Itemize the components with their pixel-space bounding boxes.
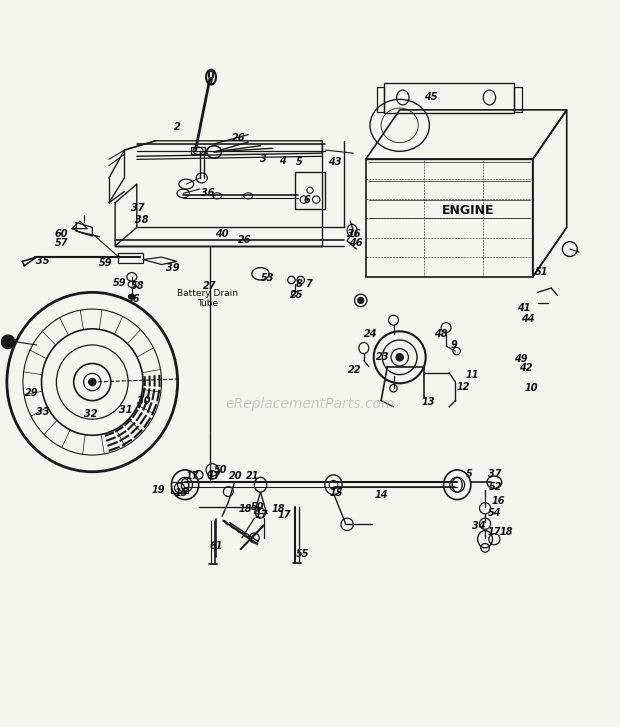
Text: 44: 44 (521, 314, 534, 324)
Bar (118, 253, 143, 262)
Text: 17: 17 (186, 471, 199, 481)
Bar (294, 172, 326, 209)
Text: 5: 5 (296, 158, 303, 167)
Text: 18: 18 (500, 527, 513, 537)
Text: 4: 4 (279, 156, 286, 166)
Text: 34: 34 (472, 521, 485, 531)
Ellipse shape (129, 294, 135, 300)
Text: 17: 17 (255, 510, 268, 520)
Text: 1: 1 (208, 77, 215, 87)
Text: 13: 13 (422, 397, 435, 407)
Text: 18: 18 (271, 504, 285, 514)
Text: 49: 49 (513, 353, 527, 364)
Text: 52: 52 (489, 482, 502, 492)
Text: 21: 21 (246, 471, 260, 481)
Text: 22: 22 (348, 365, 361, 374)
Text: 9: 9 (450, 340, 457, 350)
Text: 8: 8 (296, 279, 302, 289)
Ellipse shape (89, 378, 96, 386)
Text: ENGINE: ENGINE (441, 204, 494, 217)
Text: 19: 19 (152, 486, 165, 495)
Text: 26: 26 (238, 235, 252, 245)
Text: 56: 56 (127, 294, 141, 304)
Text: 46: 46 (349, 238, 363, 248)
Text: 6: 6 (304, 195, 310, 204)
Text: 51: 51 (535, 267, 549, 277)
Text: 14: 14 (374, 490, 388, 499)
Text: 3: 3 (260, 154, 267, 164)
Text: 16: 16 (491, 496, 505, 506)
Text: 61: 61 (209, 541, 223, 551)
Text: 11: 11 (466, 369, 479, 379)
Bar (171, 482, 188, 494)
Text: eReplacementParts.com: eReplacementParts.com (225, 397, 395, 411)
Text: 10: 10 (525, 383, 538, 393)
Text: 7: 7 (306, 279, 312, 289)
Text: 37: 37 (487, 469, 501, 478)
Text: 37: 37 (131, 203, 145, 212)
Text: 36: 36 (201, 188, 215, 198)
Text: 45: 45 (424, 92, 437, 103)
Text: 50: 50 (213, 465, 227, 475)
Text: 40: 40 (215, 228, 229, 238)
Text: 60: 60 (55, 228, 68, 238)
Text: 41: 41 (516, 303, 530, 313)
Text: 35: 35 (36, 257, 50, 266)
Text: 18: 18 (238, 504, 252, 514)
Text: 32: 32 (84, 409, 97, 419)
Text: 15: 15 (329, 489, 343, 499)
Text: 36: 36 (347, 228, 360, 238)
Text: 38: 38 (135, 215, 148, 225)
Text: 53: 53 (261, 273, 275, 283)
Ellipse shape (396, 353, 404, 361)
Text: 23: 23 (376, 353, 390, 362)
Bar (514, 87, 521, 112)
Text: 27: 27 (203, 281, 216, 292)
Text: 33: 33 (36, 406, 50, 417)
Text: 12: 12 (457, 382, 470, 392)
Text: 50: 50 (250, 502, 264, 512)
Text: 59: 59 (113, 278, 126, 288)
Text: Battery Drain
Tube: Battery Drain Tube (177, 289, 239, 308)
Text: 55: 55 (296, 549, 309, 559)
Text: 39: 39 (166, 262, 179, 273)
Text: 48: 48 (435, 329, 448, 339)
Text: 17: 17 (277, 510, 291, 520)
Bar (377, 87, 384, 112)
Text: 57: 57 (55, 238, 68, 248)
Text: 20: 20 (229, 471, 242, 481)
Text: 43: 43 (328, 158, 342, 167)
Text: 25: 25 (290, 291, 303, 300)
Text: 47: 47 (3, 339, 17, 349)
Ellipse shape (1, 334, 16, 349)
Text: 29: 29 (25, 388, 38, 398)
Text: 17: 17 (207, 471, 221, 481)
Ellipse shape (358, 297, 364, 303)
Text: 58: 58 (131, 281, 145, 292)
Text: 17: 17 (487, 527, 501, 537)
Bar (191, 147, 205, 154)
Text: 31: 31 (119, 405, 133, 415)
Text: 2: 2 (174, 122, 180, 132)
Text: 30: 30 (138, 395, 151, 406)
Text: 54: 54 (487, 508, 501, 518)
Text: 24: 24 (364, 329, 378, 339)
Text: 59: 59 (99, 258, 113, 268)
Bar (384, 84, 514, 113)
Text: 5: 5 (466, 469, 473, 478)
Text: 26: 26 (232, 133, 246, 142)
Bar (366, 159, 533, 277)
Text: 42: 42 (518, 364, 532, 374)
Text: 15: 15 (175, 489, 188, 499)
